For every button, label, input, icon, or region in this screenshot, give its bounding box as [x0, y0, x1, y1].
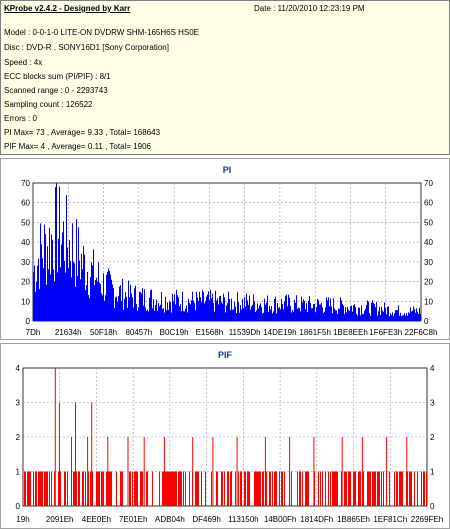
x-tick-label: 1F6FE3h: [369, 328, 402, 337]
x-tick-label: 50F18h: [90, 328, 117, 337]
pi-data-bars: [33, 183, 421, 321]
x-tick-label: 1814DFh: [300, 515, 333, 524]
y-tick-label-right: 40: [424, 238, 433, 247]
info-panel: KProbe v2.4.2 - Designed by Karr Date : …: [0, 0, 450, 155]
info-errors: Errors : 0: [4, 114, 37, 123]
info-sampling-count: Sampling count : 126522: [4, 100, 93, 109]
pif-chart-panel: PIF 0 0 1 1 2 2 3 3 4 4 19h 2091Eh 4EE0Eh 7E01Eh ADB04h…: [0, 343, 450, 529]
y-tick-label-left: 0: [26, 317, 31, 326]
scan-date: Date : 11/20/2010 12:23:19 PM: [254, 4, 365, 13]
x-tick-label: 1EF81Ch: [373, 515, 407, 524]
x-tick-label: 80457h: [125, 328, 152, 337]
y-tick-label-right: 50: [424, 218, 433, 227]
pi-chart-panel: PI 0 0 10 10 20 20 30 30 40 40 50 50 60 60 70 70 7Dh 21634…: [0, 158, 450, 340]
info-speed: Speed : 4x: [4, 58, 43, 67]
y-tick-label-left: 50: [21, 218, 30, 227]
y-tick-label-right: 70: [424, 179, 433, 188]
y-tick-label-left: 0: [16, 502, 21, 511]
y-tick-label-right: 0: [424, 317, 429, 326]
x-tick-label: 19h: [16, 515, 29, 524]
pi-chart: PI 0 0 10 10 20 20 30 30 40 40 50 50 60 60 70 70 7Dh 21634…: [21, 165, 438, 337]
y-tick-label-left: 4: [16, 364, 21, 373]
y-tick-label-right: 20: [424, 278, 433, 287]
y-tick-label-right: 10: [424, 297, 433, 306]
x-tick-label: 21634h: [55, 328, 82, 337]
y-tick-label-right: 2: [430, 433, 435, 442]
y-tick-label-left: 3: [16, 399, 21, 408]
x-tick-label: DF469h: [192, 515, 220, 524]
pif-chart: PIF 0 0 1 1 2 2 3 3 4 4 19h 2091Eh 4EE0Eh 7E01Eh ADB04h…: [16, 350, 444, 524]
pif-data-bars: [24, 368, 427, 506]
x-tick-label: 1B865Eh: [337, 515, 370, 524]
y-tick-label-right: 0: [430, 502, 435, 511]
x-tick-label: B0C19h: [160, 328, 189, 337]
x-tick-label: 113150h: [228, 515, 259, 524]
y-tick-label-right: 60: [424, 199, 433, 208]
x-tick-label: 14DE19h: [263, 328, 296, 337]
y-tick-label-left: 20: [21, 278, 30, 287]
y-tick-label-left: 2: [16, 433, 21, 442]
y-tick-label-left: 10: [21, 297, 30, 306]
pif-chart-title: PIF: [218, 350, 233, 360]
x-tick-label: 2269FEh: [411, 515, 443, 524]
x-tick-label: 22F6C8h: [405, 328, 438, 337]
y-tick-label-right: 1: [430, 468, 435, 477]
x-tick-label: 7Dh: [26, 328, 41, 337]
info-disc: Disc : DVD-R , SONY16D1 [Sony Corporatio…: [4, 43, 169, 52]
x-tick-label: 1BE8EEh: [333, 328, 368, 337]
y-tick-label-right: 4: [430, 364, 435, 373]
x-tick-label: 1861F5h: [299, 328, 331, 337]
info-pif-stats: PIF Max= 4 , Average= 0.11 , Total= 1906: [4, 142, 151, 151]
x-tick-label: ADB04h: [155, 515, 185, 524]
y-tick-label-left: 70: [21, 179, 30, 188]
app-title: KProbe v2.4.2 - Designed by Karr: [4, 4, 131, 13]
info-pi-stats: PI Max= 73 , Average= 9.33 , Total= 1686…: [4, 128, 161, 137]
x-tick-label: 2091Eh: [46, 515, 74, 524]
y-tick-label-left: 60: [21, 199, 30, 208]
y-tick-label-left: 30: [21, 258, 30, 267]
x-tick-label: 4EE0Eh: [82, 515, 111, 524]
info-ecc-sum: ECC blocks sum (PI/PIF) : 8/1: [4, 72, 111, 81]
x-tick-label: 7E01Eh: [119, 515, 147, 524]
info-scanned-range: Scanned range : 0 - 2293743: [4, 86, 108, 95]
info-model: Model : 0-0-1-0 LITE-ON DVDRW SHM-165H6S…: [4, 28, 200, 37]
y-tick-label-left: 1: [16, 468, 21, 477]
y-tick-label-right: 3: [430, 399, 435, 408]
y-tick-label-left: 40: [21, 238, 30, 247]
x-tick-label: 14B00Fh: [264, 515, 296, 524]
x-tick-label: 11539Dh: [229, 328, 261, 337]
x-tick-label: E1568h: [196, 328, 224, 337]
y-tick-label-right: 30: [424, 258, 433, 267]
pi-chart-title: PI: [223, 165, 232, 175]
